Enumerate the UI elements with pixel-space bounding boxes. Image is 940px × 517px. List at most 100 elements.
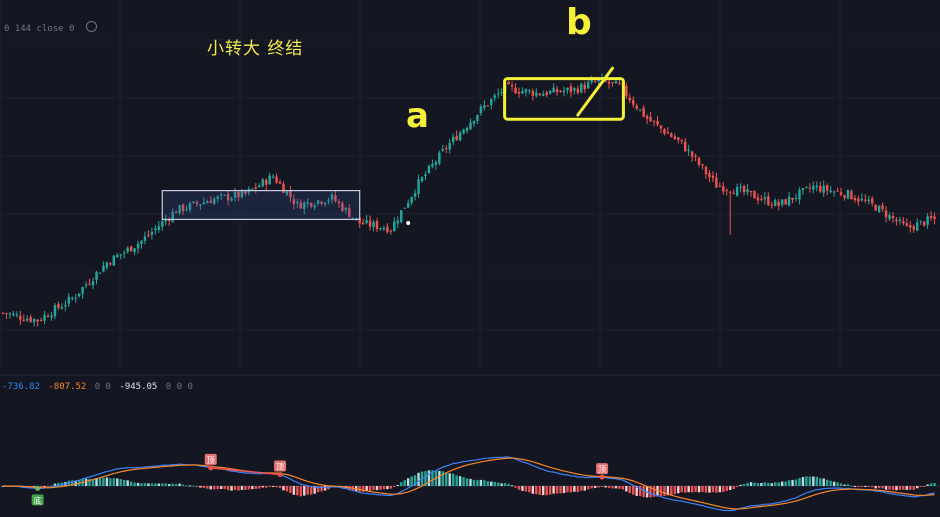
candle-body xyxy=(19,315,22,320)
macd-histogram-bar xyxy=(278,486,282,489)
macd-histogram-bar xyxy=(718,486,722,493)
candle-body xyxy=(57,304,60,308)
candle-body xyxy=(507,81,510,85)
candle-body xyxy=(171,212,174,222)
candle-body xyxy=(663,129,666,134)
cursor-dot xyxy=(406,221,411,225)
candle-body xyxy=(812,185,815,190)
candle-body xyxy=(874,204,877,211)
candle-body xyxy=(202,202,206,205)
candle-body xyxy=(798,190,801,200)
macd-histogram-bar xyxy=(237,486,240,491)
macd-histogram-bar xyxy=(365,486,368,491)
candle-body xyxy=(116,255,119,258)
candle-body xyxy=(330,194,334,200)
macd-histogram-bar xyxy=(122,479,126,486)
macd-histogram-bar xyxy=(576,486,580,492)
macd-histogram-bar xyxy=(410,476,413,486)
candle-body xyxy=(140,240,143,244)
hand-mark-b: b xyxy=(566,2,592,43)
macd-histogram-bar xyxy=(261,486,264,488)
macd-histogram-bar xyxy=(95,478,98,486)
candle-body xyxy=(912,226,915,230)
macd-histogram-bar xyxy=(289,486,292,493)
candle-body xyxy=(805,186,808,188)
candle-body xyxy=(493,95,496,98)
macd-histogram-bar xyxy=(258,486,261,489)
divergence-badge xyxy=(204,453,217,465)
macd-histogram-bar xyxy=(680,486,683,493)
macd-histogram-bar xyxy=(580,486,583,491)
macd-histogram-bar xyxy=(642,486,645,498)
macd-histogram-bar xyxy=(521,486,524,491)
macd-histogram-bar xyxy=(638,486,642,497)
candle-body xyxy=(361,222,365,225)
candle-body xyxy=(410,196,413,203)
candle-body xyxy=(91,281,95,286)
candle-body xyxy=(406,202,410,208)
macd-histogram-bar xyxy=(829,480,832,486)
candle-body xyxy=(67,296,71,304)
candle-body xyxy=(251,188,254,190)
candle-body xyxy=(715,177,718,188)
macd-histogram-bar xyxy=(659,486,663,496)
macd-histogram-bar xyxy=(628,486,632,494)
macd-histogram-bar xyxy=(663,486,666,496)
eye-off-icon[interactable] xyxy=(85,21,97,32)
macd-histogram-bar xyxy=(742,484,746,486)
macd-histogram-bar xyxy=(694,486,697,492)
macd-histogram-bar xyxy=(192,485,195,487)
macd-histogram-bar xyxy=(417,472,420,486)
candle-body xyxy=(569,86,573,93)
macd-histogram-bar xyxy=(129,481,133,486)
macd-histogram-bar xyxy=(753,482,756,486)
candle-body xyxy=(389,230,393,232)
candle-body xyxy=(455,135,458,141)
macd-histogram-bar xyxy=(777,482,780,486)
candle-body xyxy=(109,263,112,265)
macd-histogram-bar xyxy=(213,486,216,490)
macd-histogram-bar xyxy=(632,486,635,495)
macd-histogram-bar xyxy=(839,483,843,486)
candle-body xyxy=(819,186,822,192)
macd-histogram-bar xyxy=(254,486,258,490)
macd-histogram-bar xyxy=(832,481,836,486)
candle-body xyxy=(929,216,933,219)
macd-histogram-bar xyxy=(611,486,614,489)
candle-body xyxy=(344,207,348,211)
candle-body xyxy=(143,236,147,241)
macd-histogram-bar xyxy=(74,480,77,486)
macd-histogram-bar xyxy=(438,470,441,486)
macd-histogram-bar xyxy=(815,476,819,486)
candle-body xyxy=(351,217,354,219)
candle-body xyxy=(15,314,19,316)
candle-body xyxy=(815,185,819,188)
candle-body xyxy=(32,319,36,323)
macd-histogram-bar xyxy=(808,476,812,486)
candle-body xyxy=(583,84,586,90)
candle-body xyxy=(656,120,659,125)
macd-histogram-bar xyxy=(857,486,860,488)
divergence-badge xyxy=(274,460,287,472)
macd-histogram-bar xyxy=(251,486,254,490)
macd-histogram-bar xyxy=(874,486,877,489)
macd-histogram-bar xyxy=(496,482,500,486)
candle-body xyxy=(490,99,493,106)
candle-body xyxy=(645,115,649,119)
macd-histogram-bar xyxy=(801,476,805,486)
macd-legend: -736.82 -807.52 0 0 -945.05 0 0 0 xyxy=(2,382,193,392)
candle-body xyxy=(147,234,150,236)
candle-body xyxy=(825,185,829,191)
macd-histogram-bar xyxy=(455,475,458,486)
candle-body xyxy=(74,297,77,299)
candle-body xyxy=(753,190,756,199)
candle-body xyxy=(264,179,268,185)
candle-body xyxy=(292,199,296,204)
macd-histogram-bar xyxy=(760,482,763,486)
macd-histogram-bar xyxy=(919,486,922,487)
candle-body xyxy=(521,90,524,94)
macd-histogram-bar xyxy=(618,486,621,489)
candle-body xyxy=(690,151,694,157)
candle-body xyxy=(535,92,538,96)
